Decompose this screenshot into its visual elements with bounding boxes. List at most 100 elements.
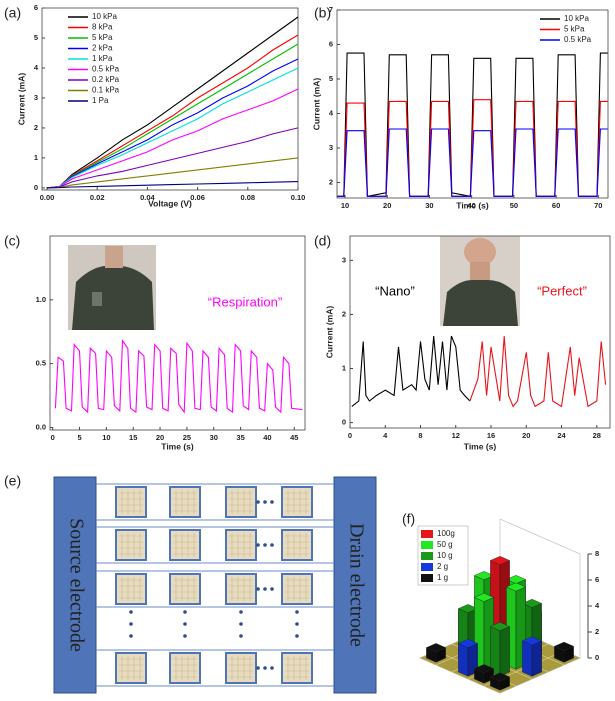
bar-face-top	[489, 622, 511, 631]
x-tick-label: 30	[210, 433, 218, 442]
x-tick-label: 28	[593, 431, 601, 440]
y-tick-label: 0	[34, 183, 38, 192]
floor-grid	[499, 657, 581, 694]
bar-face-top	[489, 556, 511, 565]
transistor-cell	[281, 486, 313, 518]
x-tick-label: 30	[425, 201, 433, 210]
ellipsis-dot	[183, 634, 187, 638]
ellipsis-dot	[263, 500, 267, 504]
data-line	[337, 128, 608, 197]
floor-grid	[419, 657, 501, 694]
bar	[425, 643, 447, 663]
x-axis-label: Time (s)	[456, 200, 489, 210]
y-tick-label: 0	[342, 418, 346, 427]
y-axis-label: Current (mA)	[324, 306, 334, 359]
x-tick-label: 0.06	[190, 193, 205, 202]
transistor-cell	[225, 529, 257, 561]
ellipsis-dot	[295, 634, 299, 638]
x-tick-label: 0.04	[140, 193, 155, 202]
z-tick-label: 4	[595, 601, 600, 610]
x-tick-label: 40	[467, 201, 475, 210]
ellipsis-dot	[256, 543, 260, 547]
y-axis-label: Current (mA)	[16, 73, 26, 126]
transistor-cell	[281, 652, 313, 684]
source-electrode	[53, 476, 97, 694]
ellipsis-dot	[295, 610, 299, 614]
z-tick-label: 2	[595, 627, 599, 636]
legend-label: 50 g	[437, 540, 453, 549]
y-tick-label: 3	[34, 93, 38, 102]
bar-face-top	[473, 664, 495, 674]
legend-label: 0.5 kPa	[92, 65, 120, 74]
x-tick-label: 25	[183, 433, 191, 442]
ellipsis-dot	[129, 610, 133, 614]
data-line	[54, 339, 303, 414]
legend-label: 0.1 kPa	[92, 86, 120, 95]
bar	[489, 672, 511, 691]
y-tick-label: 2	[342, 309, 346, 318]
y-tick-label: 4	[34, 63, 39, 72]
source-label: Source electrode	[65, 518, 87, 652]
bar-face-top	[521, 636, 543, 646]
ellipsis-dot	[256, 666, 260, 670]
legend-swatch	[421, 541, 433, 549]
ellipsis-dot	[256, 500, 260, 504]
annotation: “Respiration”	[208, 294, 282, 309]
transistor-cell	[115, 652, 147, 684]
annotation: “Perfect”	[537, 283, 587, 298]
x-tick-label: 24	[557, 431, 566, 440]
bar-face-top	[489, 672, 511, 682]
bar-face-top	[425, 643, 447, 653]
y-tick-label: 1	[34, 153, 38, 162]
ellipsis-dot	[270, 500, 274, 504]
transistor-cell	[225, 486, 257, 518]
panel-label: (c)	[4, 233, 20, 249]
annotation: “Nano”	[375, 283, 415, 298]
x-tick-label: 0	[51, 433, 55, 442]
bar	[473, 664, 495, 684]
data-line	[46, 34, 299, 189]
legend-label: 8 kPa	[92, 23, 113, 32]
transistor-cell	[169, 486, 201, 518]
bar-face-top	[457, 638, 479, 648]
bar	[521, 636, 543, 677]
ellipsis-dot	[239, 622, 243, 626]
ellipsis-dot	[263, 543, 267, 547]
panel-label: (f)	[402, 511, 415, 527]
z-tick-label: 8	[595, 549, 599, 558]
legend-label: 1 g	[437, 573, 448, 582]
ellipsis-dot	[183, 610, 187, 614]
transistor-array-diagram: Source electrode Drain electrode (e)	[4, 473, 377, 694]
x-tick-label: 45	[290, 433, 298, 442]
y-axis-label: Current (mA)	[311, 78, 321, 131]
x-tick-label: 0.08	[240, 193, 255, 202]
z-tick-label: 0	[595, 653, 599, 662]
legend-label: 5 kPa	[564, 25, 585, 34]
x-tick-label: 20	[383, 201, 391, 210]
data-line	[46, 58, 299, 189]
x-tick-label: 0.00	[40, 193, 55, 202]
bar	[553, 641, 575, 663]
ellipsis-dot	[129, 622, 133, 626]
data-line	[469, 336, 607, 408]
data-line	[337, 52, 608, 197]
ellipsis-dot	[270, 666, 274, 670]
x-tick-label: 60	[552, 201, 560, 210]
y-tick-label: 1	[342, 363, 346, 372]
x-tick-label: 40	[263, 433, 271, 442]
x-axis-label: Time (s)	[464, 441, 497, 451]
plot-frame	[49, 235, 306, 431]
legend-label: 0.5 kPa	[564, 35, 592, 44]
y-tick-label: 7	[329, 5, 333, 14]
bar-face-right	[531, 640, 542, 677]
x-tick-label: 16	[487, 431, 495, 440]
y-tick-label: 3	[342, 255, 346, 264]
legend-swatch	[421, 574, 433, 582]
data-line	[46, 67, 299, 189]
transistor-cell	[115, 529, 147, 561]
x-tick-label: 70	[594, 201, 602, 210]
y-tick-label: 5	[329, 74, 333, 83]
panel-label: (d)	[314, 233, 331, 249]
transistor-cell	[115, 486, 147, 518]
y-tick-label: 5	[34, 33, 38, 42]
